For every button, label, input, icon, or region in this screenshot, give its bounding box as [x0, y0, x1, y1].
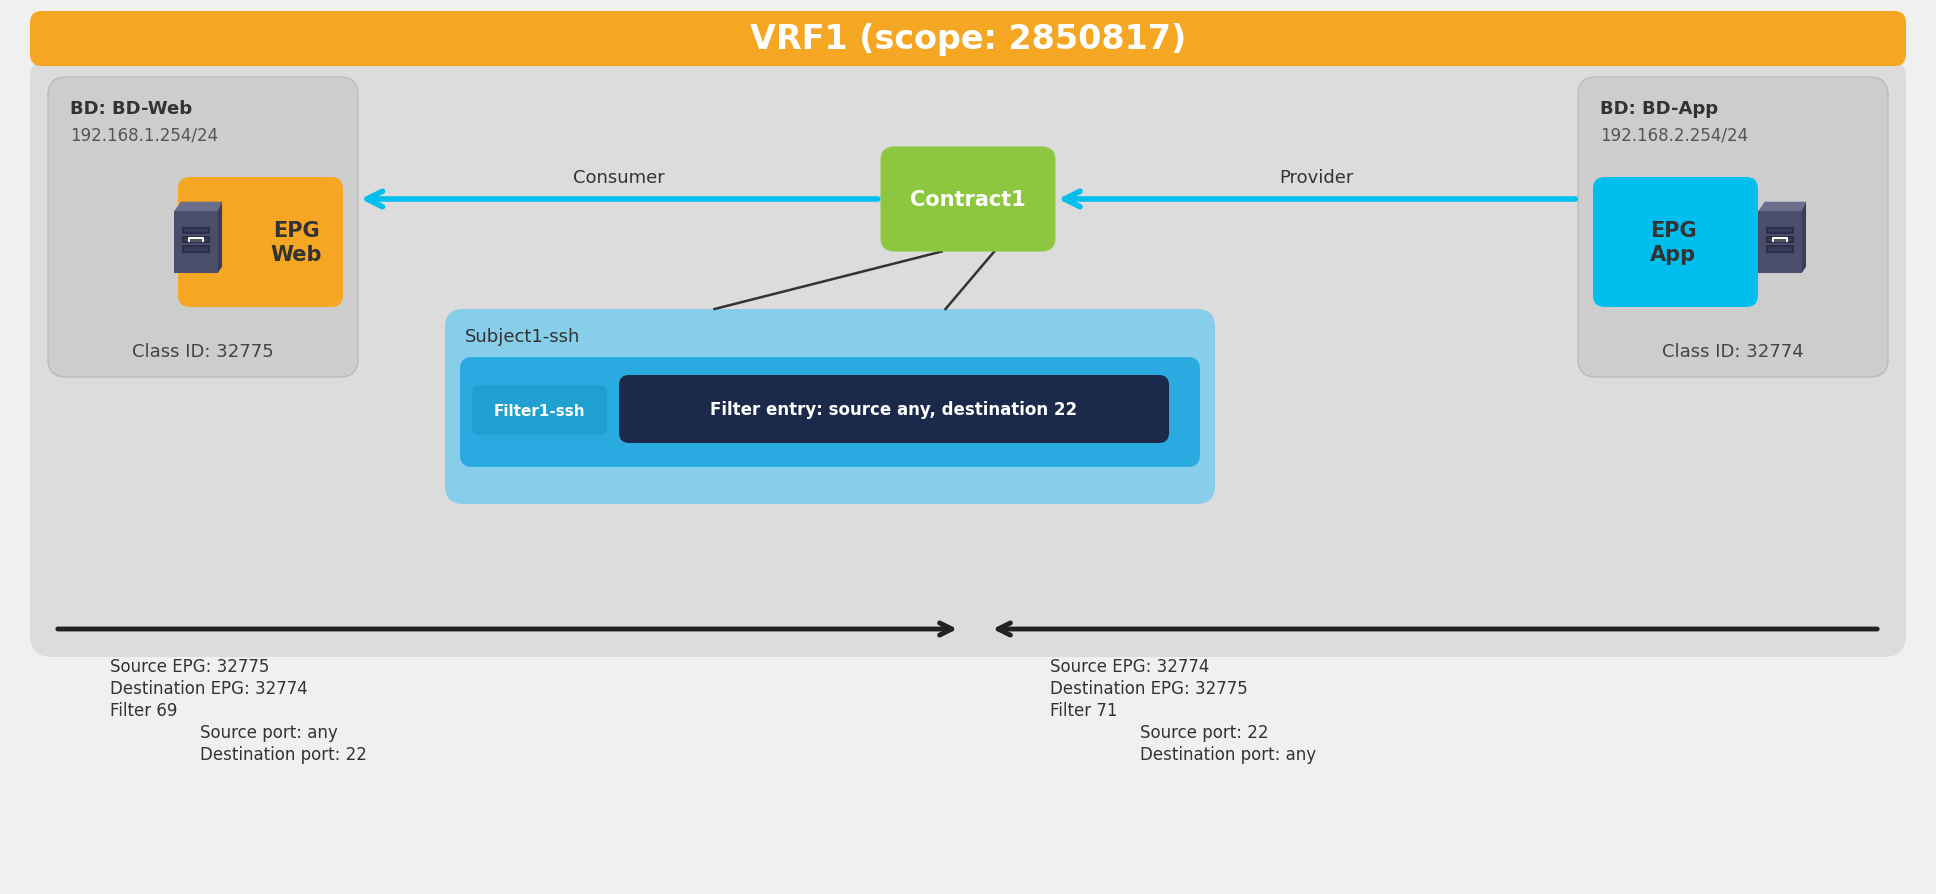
Text: EPG
Web: EPG Web	[271, 221, 321, 265]
Text: Provider: Provider	[1280, 169, 1353, 187]
Text: Class ID: 32774: Class ID: 32774	[1663, 342, 1804, 360]
Bar	[1768, 249, 1793, 251]
FancyBboxPatch shape	[472, 385, 608, 435]
FancyBboxPatch shape	[48, 78, 358, 377]
Text: Source EPG: 32775: Source EPG: 32775	[110, 657, 269, 675]
FancyBboxPatch shape	[881, 148, 1055, 252]
Bar	[1768, 229, 1793, 232]
Bar	[190, 240, 201, 241]
Polygon shape	[1758, 212, 1802, 274]
Text: Destination port: any: Destination port: any	[1140, 746, 1316, 763]
FancyBboxPatch shape	[1593, 178, 1758, 308]
Bar	[1773, 241, 1785, 243]
FancyBboxPatch shape	[1578, 78, 1888, 377]
Text: Destination EPG: 32775: Destination EPG: 32775	[1049, 679, 1247, 697]
Bar	[184, 239, 207, 242]
Text: Filter entry: source any, destination 22: Filter entry: source any, destination 22	[711, 401, 1078, 418]
Text: Filter 71: Filter 71	[1049, 701, 1117, 719]
FancyBboxPatch shape	[461, 358, 1200, 468]
Text: Source port: 22: Source port: 22	[1140, 723, 1268, 741]
FancyBboxPatch shape	[620, 375, 1169, 443]
Text: Source EPG: 32774: Source EPG: 32774	[1049, 657, 1210, 675]
Bar	[1771, 238, 1787, 242]
Text: BD: BD-Web: BD: BD-Web	[70, 100, 192, 118]
Text: Source port: any: Source port: any	[199, 723, 337, 741]
Text: Consumer: Consumer	[573, 169, 666, 187]
Bar	[1773, 240, 1785, 241]
Text: 192.168.2.254/24: 192.168.2.254/24	[1599, 126, 1748, 144]
Bar	[1768, 239, 1793, 242]
Bar	[1766, 237, 1795, 244]
FancyBboxPatch shape	[178, 178, 343, 308]
Bar	[1766, 246, 1795, 254]
Bar	[184, 229, 207, 232]
Bar	[182, 237, 211, 244]
Text: 192.168.1.254/24: 192.168.1.254/24	[70, 126, 219, 144]
Text: Filter 69: Filter 69	[110, 701, 178, 719]
FancyBboxPatch shape	[29, 58, 1907, 657]
FancyBboxPatch shape	[29, 12, 1907, 67]
Bar	[184, 249, 207, 251]
Text: Destination port: 22: Destination port: 22	[199, 746, 368, 763]
Text: BD: BD-App: BD: BD-App	[1599, 100, 1717, 118]
Text: Filter1-ssh: Filter1-ssh	[494, 403, 585, 418]
Polygon shape	[1802, 202, 1806, 274]
Bar	[182, 227, 211, 235]
Text: Destination EPG: 32774: Destination EPG: 32774	[110, 679, 308, 697]
Bar	[188, 238, 203, 242]
Text: EPG
App: EPG App	[1649, 221, 1696, 265]
Text: Class ID: 32775: Class ID: 32775	[132, 342, 273, 360]
Bar	[1766, 227, 1795, 235]
Polygon shape	[1758, 202, 1806, 212]
Polygon shape	[217, 202, 223, 274]
Polygon shape	[174, 202, 223, 212]
Polygon shape	[174, 212, 217, 274]
Bar	[182, 246, 211, 254]
Bar	[190, 241, 201, 243]
Text: VRF1 (scope: 2850817): VRF1 (scope: 2850817)	[749, 22, 1187, 55]
FancyBboxPatch shape	[445, 309, 1216, 504]
Text: Contract1: Contract1	[910, 190, 1026, 210]
Text: Subject1-ssh: Subject1-ssh	[465, 327, 581, 346]
